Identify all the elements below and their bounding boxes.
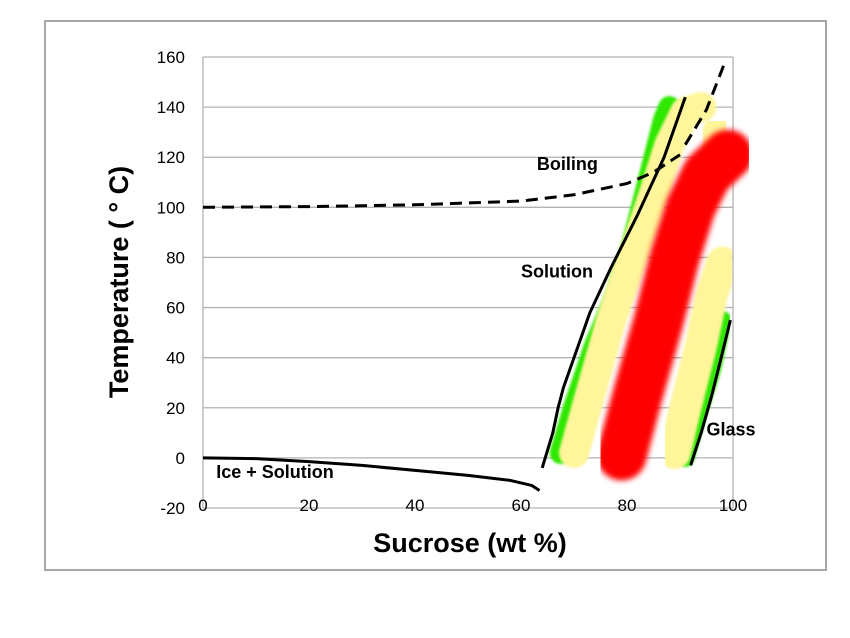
- region-label: Ice + Solution: [216, 462, 334, 482]
- y-tick-label: 0: [176, 449, 185, 468]
- x-tick-label: 40: [406, 496, 425, 515]
- x-tick-label: 0: [198, 496, 207, 515]
- y-tick-label: 20: [166, 399, 185, 418]
- y-tick-label: 40: [166, 349, 185, 368]
- y-tick-label: 80: [166, 248, 185, 267]
- y-tick-label: 140: [157, 98, 185, 117]
- series-line: [689, 319, 732, 466]
- region-labels: Boiling Solution Ice + Solution Glass: [216, 154, 755, 482]
- x-tick-label: 20: [300, 496, 319, 515]
- highlight-band: [658, 246, 739, 469]
- series-line: [202, 153, 681, 209]
- series-line: [202, 456, 541, 492]
- series-line: [540, 96, 687, 469]
- region-label: Glass: [707, 419, 756, 439]
- y-tick-label: 160: [157, 48, 185, 67]
- y-tick-label: 120: [157, 148, 185, 167]
- x-axis-title: Sucrose (wt %): [373, 528, 567, 558]
- series-line: [684, 61, 727, 146]
- x-tick-label: 100: [719, 496, 747, 515]
- x-tick-label: 80: [618, 496, 637, 515]
- highlight-band: [596, 129, 753, 481]
- region-label: Solution: [521, 261, 593, 281]
- tick-labels: -20 0 20 40 60 80 100 120 140 160 0 20 40 60 80 100: [157, 48, 748, 518]
- region-label: Boiling: [537, 154, 598, 174]
- series-lines: [202, 61, 732, 492]
- y-tick-label: -20: [160, 499, 185, 518]
- highlight-bands: [549, 92, 753, 481]
- y-tick-label: 100: [157, 198, 185, 217]
- y-axis-title: Temperature ( ° C): [104, 166, 134, 398]
- y-tick-label: 60: [166, 299, 185, 318]
- x-tick-label: 60: [512, 496, 531, 515]
- highlight-band: [559, 92, 717, 468]
